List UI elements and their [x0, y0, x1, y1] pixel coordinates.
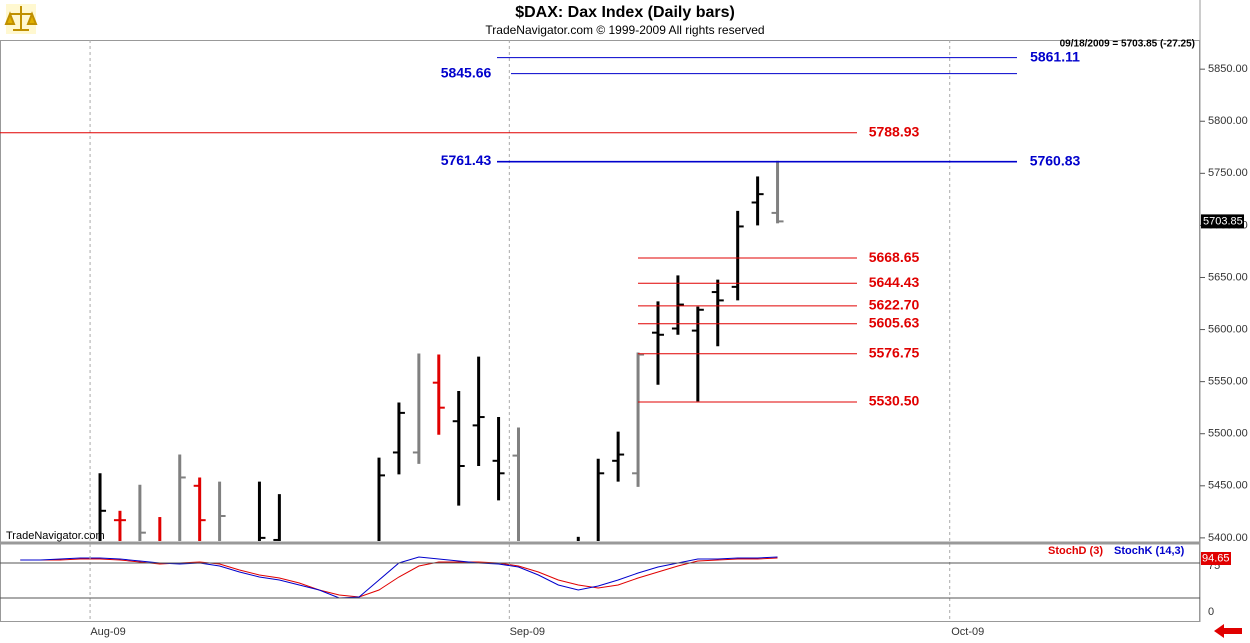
level-label: 5788.93 [869, 123, 920, 139]
last-price-box [1201, 214, 1244, 229]
y-tick-label: 5600.00 [1208, 323, 1248, 335]
info-text: 09/18/2009 = 5703.85 (-27.25) [1060, 39, 1195, 50]
level-label: 5576.75 [869, 344, 920, 360]
y-tick-label: 5800.00 [1208, 115, 1248, 127]
price-panel [98, 160, 784, 541]
level-label: 5622.70 [869, 297, 920, 313]
y-tick-label: 5650.00 [1208, 271, 1248, 283]
y-tick-label: 5500.00 [1208, 428, 1248, 440]
x-tick-label: Oct-09 [951, 626, 984, 638]
scroll-arrow[interactable] [1214, 624, 1242, 638]
y-tick-label: 5850.00 [1208, 63, 1248, 75]
chart-subtitle: TradeNavigator.com © 1999-2009 All right… [485, 23, 764, 37]
y-tick-label: 5750.00 [1208, 167, 1248, 179]
y-tick-label: 5450.00 [1208, 480, 1248, 492]
chart-title: $DAX: Dax Index (Daily bars) [515, 4, 735, 21]
y-tick-label: 5400.00 [1208, 532, 1248, 544]
level-label: 5530.50 [869, 393, 920, 409]
level-label: 5668.65 [869, 249, 920, 265]
level-label: 5845.66 [441, 64, 492, 80]
level-label: 5605.63 [869, 314, 920, 330]
legend-entry: StochD (3) [1048, 545, 1103, 557]
level-label: 5644.43 [869, 274, 920, 290]
legend-entry: StochK (14,3) [1114, 545, 1185, 557]
level-label: 5761.43 [441, 152, 492, 168]
level-label: 5861.11 [1030, 48, 1080, 64]
stoch-last-label: 94.65 [1202, 552, 1230, 564]
y-tick-label: 5550.00 [1208, 376, 1248, 388]
x-tick-label: Aug-09 [90, 626, 125, 638]
stoch-last-box [1201, 552, 1231, 565]
watermark: TradeNavigator.com [6, 530, 105, 542]
x-tick-label: Sep-09 [510, 626, 545, 638]
y2-tick-label: 0 [1208, 606, 1214, 618]
level-label: 5760.83 [1030, 153, 1081, 169]
logo [4, 4, 38, 34]
last-price-label: 5703.85 [1203, 215, 1243, 227]
